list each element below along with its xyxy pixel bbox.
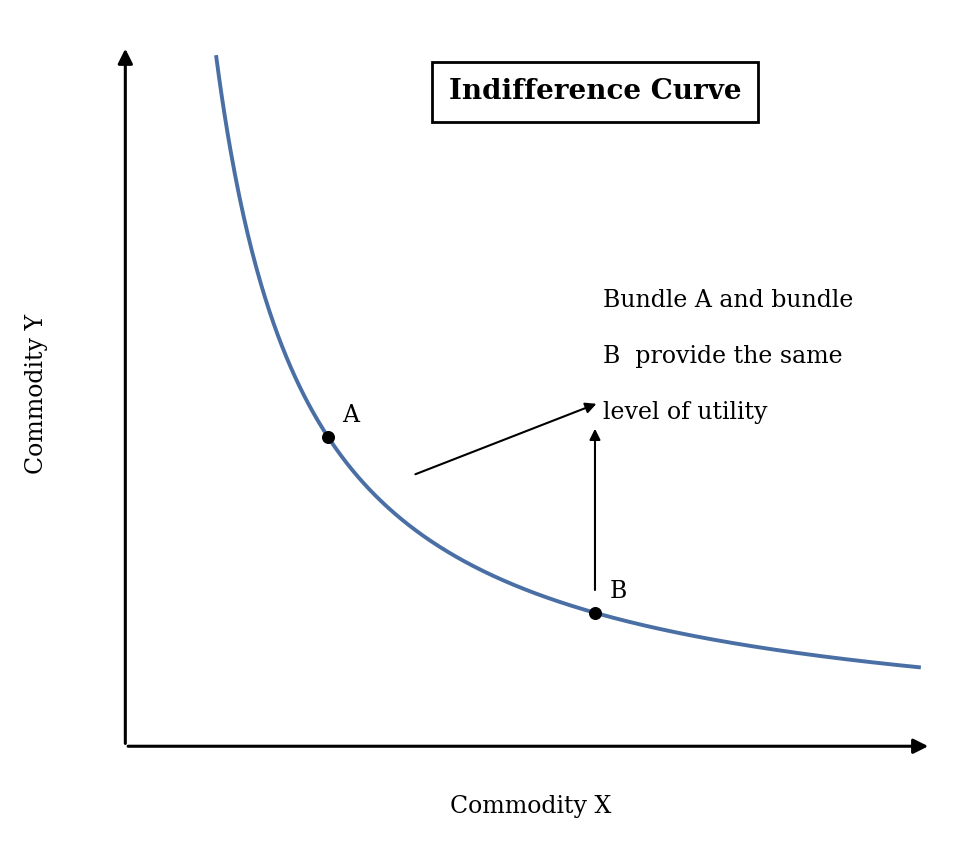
- Text: A: A: [342, 404, 360, 427]
- Text: Bundle A and bundle: Bundle A and bundle: [603, 288, 853, 312]
- Text: level of utility: level of utility: [603, 401, 767, 424]
- Text: Indifference Curve: Indifference Curve: [448, 78, 741, 105]
- Point: [320, 430, 335, 444]
- Text: B  provide the same: B provide the same: [603, 345, 843, 368]
- Text: Commodity X: Commodity X: [449, 795, 611, 817]
- Point: [587, 605, 602, 619]
- Text: Commodity Y: Commodity Y: [25, 315, 48, 474]
- Text: B: B: [609, 580, 627, 604]
